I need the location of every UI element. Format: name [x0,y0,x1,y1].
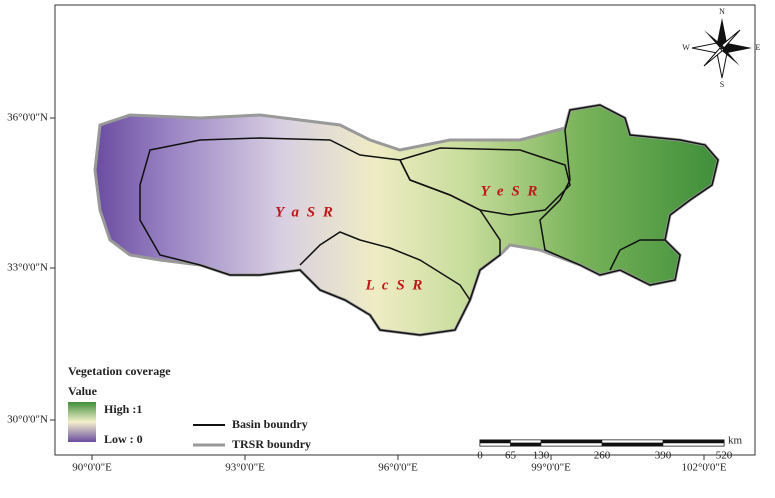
scale-bar-label: 65 [505,450,517,462]
legend-gradient [68,402,96,442]
basin-boundaries [139,104,719,336]
scale-bar-label: 390 [655,450,672,462]
x-axis-label: 96°0'0"E [378,462,418,474]
compass: N S E W [682,7,760,89]
compass-w: W [682,43,690,52]
y-axis-label: 33°0'0"N [7,262,48,274]
scale-bar-label: 130 [533,450,550,462]
region-label: Y a S R [275,204,335,220]
scale-bar-segment [510,442,542,447]
scale-bar-label: 520 [716,450,733,462]
x-axis-label: 99°0'0"E [531,462,571,474]
compass-e: E [756,43,761,52]
x-axis-label: 93°0'0"E [225,462,265,474]
legend-high: High :1 [104,402,142,416]
scale-bar-label: 0 [477,450,483,462]
scale-bar-segment [510,439,542,444]
scale-bar-segment [540,442,603,447]
legend-title: Vegetation coverage [68,364,171,378]
scale-bar-label: 260 [594,450,611,462]
scale-unit: km [728,435,743,447]
x-axis-label: 102°0'0"E [681,462,726,474]
region-label: Y e S R [481,183,540,199]
legend-basin: Basin boundry [232,417,308,431]
legend-value-label: Value [68,384,98,398]
region-label: L c S R [365,277,425,293]
compass-s: S [720,80,724,89]
legend-low: Low : 0 [104,432,143,446]
scale-bar-segment [601,442,664,447]
scale-bar-segment [601,439,664,444]
axis-ticks [50,117,705,460]
scale-bar-segment [540,439,603,444]
scale-bar-segment [479,439,511,444]
legend-trsr: TRSR boundry [232,437,311,451]
scale-bar-segment [479,442,511,447]
scale-bar-segment [662,442,725,447]
x-axis-label: 90°0'0"E [72,462,112,474]
y-axis-label: 30°0'0"N [7,414,48,426]
scale-bar-segment [662,439,725,444]
y-axis-label: 36°0'0"N [7,112,48,124]
compass-n: N [719,7,725,16]
